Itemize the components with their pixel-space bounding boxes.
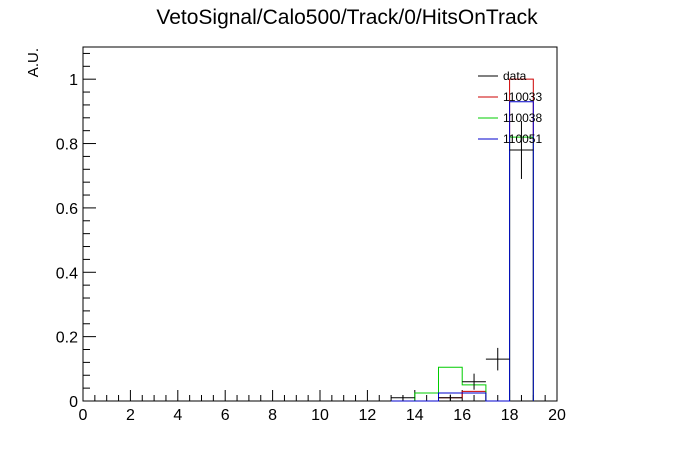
x-tick-label: 14 [406, 407, 424, 424]
legend-entry-110051: 110051 [478, 132, 542, 146]
x-tick-label: 0 [79, 407, 88, 424]
series-110033-histogram [391, 78, 534, 402]
x-tick-label: 2 [126, 407, 135, 424]
y-tick-label: 0.8 [56, 137, 78, 154]
legend-entry-110033: 110033 [478, 90, 542, 104]
y-axis-label: A.U. [25, 48, 42, 77]
x-tick-label: 6 [221, 407, 230, 424]
x-tick-label: 20 [548, 407, 566, 424]
series-110038-histogram [391, 136, 534, 402]
y-axis: 0 0.2 0.4 0.6 0.8 1 [56, 52, 96, 411]
x-tick-label: 4 [173, 407, 182, 424]
y-tick-label: 0.4 [56, 265, 78, 282]
data-point [509, 121, 534, 179]
y-tick-label: 0.6 [56, 201, 78, 218]
y-tick-label: 0.2 [56, 330, 78, 347]
legend: data 110033 110038 110051 [478, 69, 542, 146]
legend-label: 110051 [503, 132, 542, 146]
x-tick-label: 8 [268, 407, 277, 424]
x-tick-label: 12 [359, 407, 377, 424]
data-point [391, 395, 415, 401]
legend-label: data [503, 69, 527, 83]
x-tick-label: 16 [453, 407, 471, 424]
legend-entry-data: data [478, 69, 527, 83]
data-point [485, 347, 510, 371]
chart-title: VetoSignal/Calo500/Track/0/HitsOnTrack [156, 6, 538, 29]
data-point [462, 373, 486, 390]
legend-entry-110038: 110038 [478, 111, 542, 125]
data-point [438, 394, 463, 401]
plot-frame [82, 46, 558, 402]
x-tick-label: 18 [501, 407, 519, 424]
series-110051-histogram [391, 101, 534, 402]
y-tick-label: 0 [69, 394, 78, 411]
x-tick-label: 10 [311, 407, 329, 424]
legend-label: 110038 [503, 111, 542, 125]
y-tick-label: 1 [69, 72, 78, 89]
series-layer [391, 78, 534, 402]
x-axis: 0 2 4 6 8 10 12 14 16 18 20 [79, 390, 566, 424]
legend-label: 110033 [503, 90, 542, 104]
